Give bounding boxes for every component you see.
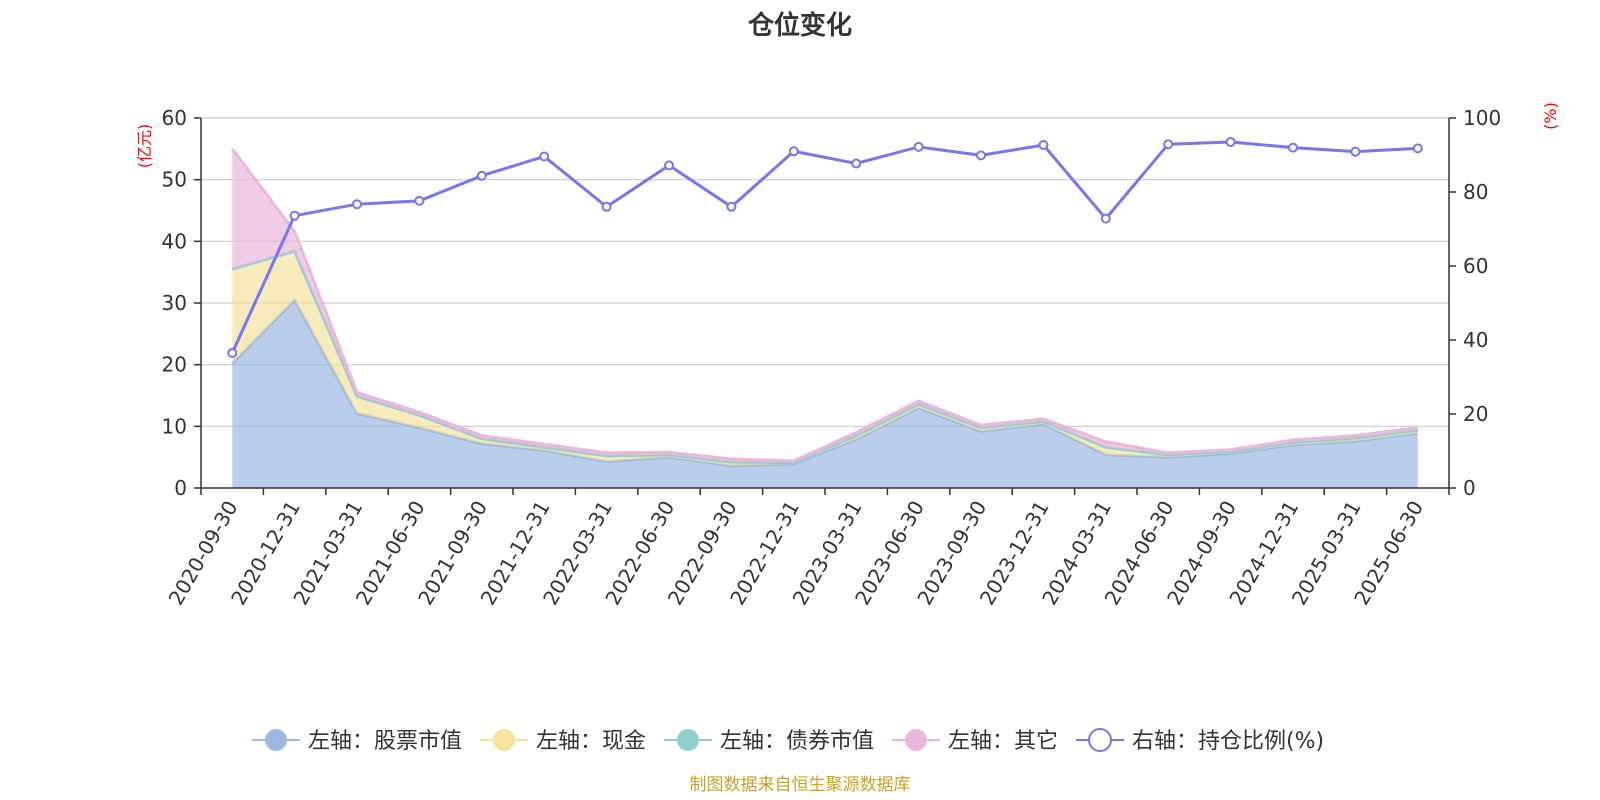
ratio-point-12 [976, 150, 986, 161]
left-tick-label-10: 10 [162, 414, 187, 438]
ratio-point-6 [601, 201, 612, 212]
left-tick-label-60: 60 [162, 106, 187, 130]
legend-label-2: 左轴：债券市值 [720, 729, 874, 754]
ratio-point-5 [539, 151, 550, 162]
ratio-point-15 [1163, 139, 1174, 150]
legend-label-0: 左轴：股票市值 [308, 729, 462, 754]
legend-swatch-marker-3 [905, 729, 927, 751]
ratio-point-11 [913, 141, 924, 152]
legend-label-3: 左轴：其它 [948, 729, 1058, 754]
left-tick-label-40: 40 [162, 229, 187, 253]
right-tick-label-20: 20 [1463, 402, 1488, 426]
ratio-point-1 [289, 210, 300, 221]
legend-swatch-marker-1 [493, 729, 515, 751]
legend-swatch-marker-4 [1088, 728, 1112, 752]
legend-label-1: 左轴：现金 [536, 729, 646, 754]
stacked-areas [231, 147, 1418, 488]
legend-swatch-marker-0 [265, 729, 287, 751]
right-tick-label-80: 80 [1463, 180, 1488, 204]
area-series-edge-3 [231, 147, 1418, 463]
axes: 01020304050600204060801002020-09-302020-… [162, 106, 1502, 609]
source-note: 制图数据来自恒生聚源数据库 [690, 775, 911, 795]
left-tick-label-20: 20 [162, 353, 187, 377]
ratio-point-9 [788, 146, 799, 157]
ratio-point-13 [1038, 140, 1049, 151]
right-tick-label-40: 40 [1463, 328, 1488, 352]
ratio-line-path [230, 140, 1418, 354]
right-tick-label-0: 0 [1463, 476, 1476, 500]
legend: 左轴：股票市值 左轴：现金 左轴：债券市值 左轴：其它 右轴：持仓比例(%) [252, 728, 1324, 754]
ratio-point-19 [1412, 143, 1423, 154]
legend-swatch-marker-2 [677, 729, 699, 751]
left-axis-unit: (亿元) [135, 124, 154, 169]
area-series-0 [232, 299, 1418, 488]
legend-label-4: 右轴：持仓比例(%) [1132, 729, 1324, 754]
left-tick-label-50: 50 [162, 168, 187, 192]
ratio-point-3 [414, 195, 425, 206]
right-tick-label-100: 100 [1463, 106, 1501, 130]
ratio-point-17 [1288, 142, 1298, 153]
ratio-point-16 [1225, 137, 1236, 148]
ratio-point-2 [352, 199, 362, 210]
left-tick-label-0: 0 [174, 476, 187, 500]
ratio-point-18 [1350, 146, 1361, 157]
ratio-line [227, 137, 1423, 358]
grid-lines [201, 117, 1449, 427]
left-tick-label-30: 30 [162, 291, 187, 315]
ratio-point-7 [664, 160, 674, 171]
ratio-point-4 [476, 170, 487, 181]
area-series-1 [232, 251, 1418, 466]
ratio-point-0 [227, 347, 238, 358]
chart-title: 仓位变化 [747, 10, 852, 41]
right-axis-unit: (%) [1541, 102, 1560, 130]
ratio-point-14 [1100, 213, 1111, 224]
ratio-point-10 [851, 158, 862, 169]
right-tick-label-60: 60 [1463, 254, 1488, 278]
ratio-point-8 [726, 201, 737, 212]
